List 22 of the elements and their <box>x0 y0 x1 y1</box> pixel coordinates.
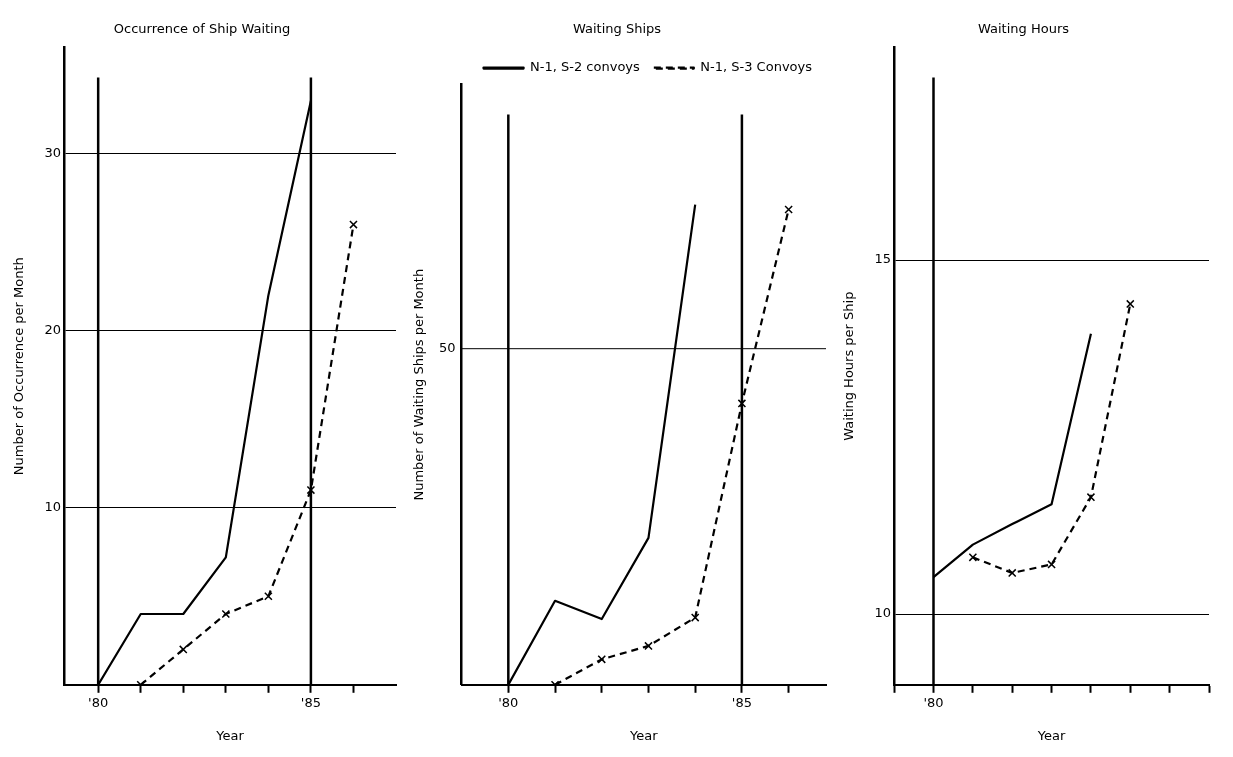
chart-title: Waiting Hours <box>977 21 1070 37</box>
annotation: 50 <box>439 340 456 356</box>
x-tick-label: '85 <box>731 694 752 710</box>
y-tick-label: 10 <box>874 605 892 621</box>
x-tick-label: '80 <box>923 694 944 710</box>
y-axis-title: Number of Occurrence per Month <box>11 257 27 476</box>
x-tick-label: '80 <box>88 694 109 710</box>
x-tick-label: '85 <box>300 694 321 710</box>
chart-title: Occurrence of Ship Waiting <box>113 21 291 37</box>
legend-label: N-1, S-2 convoys <box>530 59 641 75</box>
chart-title: Waiting Ships <box>572 21 662 37</box>
x-axis-title: Year <box>215 727 245 743</box>
y-axis-title: Number of Waiting Ships per Month <box>411 268 427 501</box>
y-tick-label: 30 <box>44 145 62 161</box>
legend-label: N-1, S-3 Convoys <box>700 59 813 75</box>
x-axis-title: Year <box>629 727 659 743</box>
y-tick-label: 15 <box>874 251 892 267</box>
x-tick-label: '80 <box>498 694 519 710</box>
x-axis-title: Year <box>1036 727 1066 743</box>
y-axis-title: Waiting Hours per Ship <box>841 291 857 441</box>
y-tick-label: 10 <box>44 499 62 515</box>
y-tick-label: 20 <box>44 322 62 338</box>
